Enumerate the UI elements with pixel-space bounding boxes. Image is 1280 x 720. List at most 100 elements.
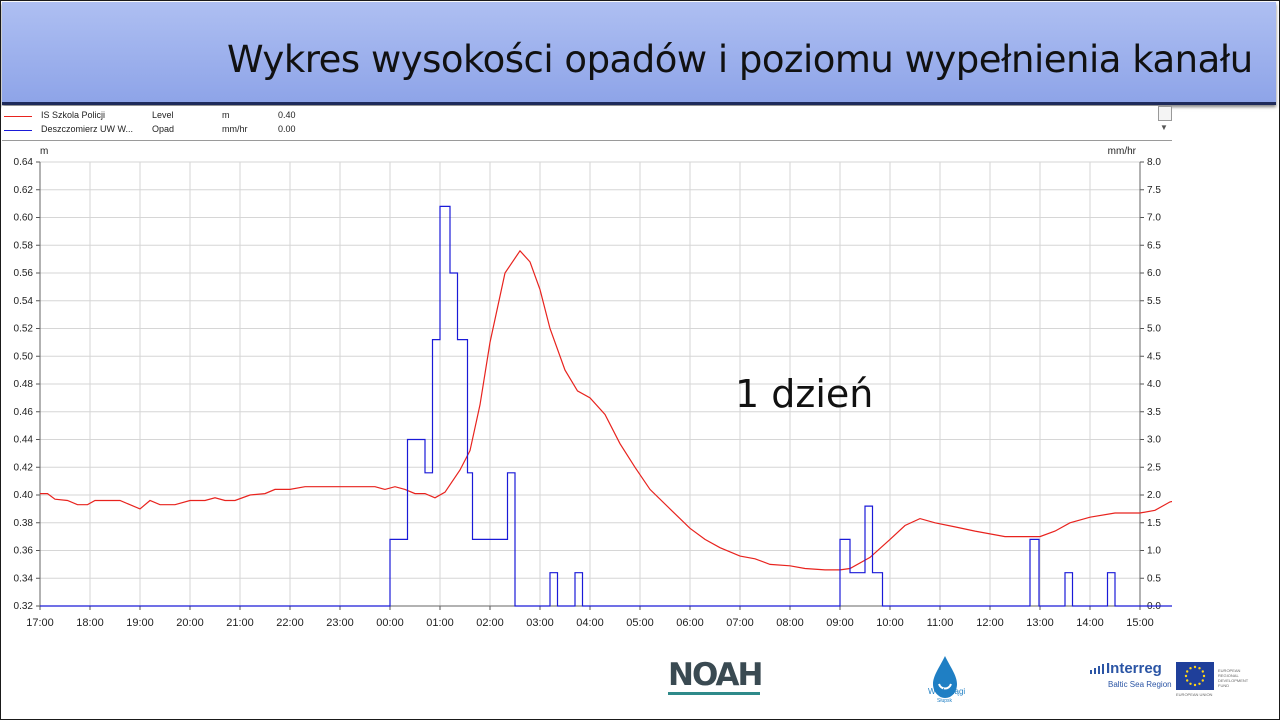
x-tick-label: 08:00 — [776, 617, 804, 629]
x-tick-label: 20:00 — [176, 617, 204, 629]
interreg-name: Interreg — [1106, 660, 1162, 677]
x-tick-label: 19:00 — [126, 617, 154, 629]
annotation-one-day: 1 dzień — [735, 372, 874, 416]
right-tick-label: 8.0 — [1147, 157, 1161, 168]
interreg-bars-icon — [1090, 664, 1104, 674]
x-tick-label: 15:00 — [1126, 617, 1154, 629]
eu-star-icon — [1193, 683, 1197, 687]
x-tick-label: 00:00 — [376, 617, 404, 629]
left-tick-label: 0.38 — [14, 518, 34, 529]
right-tick-label: 3.0 — [1147, 435, 1161, 446]
left-tick-label: 0.48 — [14, 379, 34, 390]
legend-swatch-opad — [4, 130, 32, 131]
left-tick-label: 0.60 — [14, 213, 34, 224]
right-tick-label: 2.5 — [1147, 462, 1161, 473]
title-bar: Wykres wysokości opadów i poziomu wypełn… — [2, 2, 1276, 105]
right-tick-label: 6.5 — [1147, 240, 1161, 251]
right-tick-label: 6.0 — [1147, 268, 1161, 279]
x-tick-label: 13:00 — [1026, 617, 1054, 629]
left-tick-label: 0.46 — [14, 407, 34, 418]
left-tick-label: 0.36 — [14, 546, 34, 557]
x-tick-label: 10:00 — [876, 617, 904, 629]
left-tick-label: 0.44 — [14, 435, 34, 446]
left-tick-label: 0.64 — [14, 157, 34, 168]
eu-star-icon — [1186, 679, 1189, 682]
eu-star-icon — [1184, 674, 1188, 678]
x-tick-label: 01:00 — [426, 617, 454, 629]
left-tick-label: 0.34 — [14, 573, 34, 584]
x-tick-label: 05:00 — [626, 617, 654, 629]
eu-star-icon — [1198, 682, 1201, 685]
legend-series-name: IS Szkola Policji — [41, 110, 106, 120]
wodociagi-city: Słupsk — [937, 698, 953, 704]
eu-star-icon — [1186, 670, 1189, 673]
right-tick-label: 5.5 — [1147, 296, 1161, 307]
slide-title: Wykres wysokości opadów i poziomu wypełn… — [227, 38, 1253, 81]
right-tick-label: 5.0 — [1147, 324, 1161, 335]
eu-fund-text: EUROPEAN REGIONAL DEVELOPMENT FUND — [1218, 668, 1249, 688]
eu-star-icon — [1189, 682, 1192, 685]
right-tick-label: 2.0 — [1147, 490, 1161, 501]
wodociagi-logo: Wodociągi Słupsk — [925, 654, 975, 704]
interreg-logo: Interreg Baltic Sea Region EUROPEAN REGI… — [1088, 660, 1258, 704]
noah-logo-text: NOAH — [668, 657, 763, 693]
interreg-subtitle: Baltic Sea Region — [1108, 680, 1172, 689]
legend-table: IS Szkola Policji Level m 0.40 Deszczomi… — [2, 106, 1172, 141]
chart-plot: 0.320.340.360.380.400.420.440.460.480.50… — [14, 146, 1172, 629]
eu-star-icon — [1202, 674, 1206, 678]
x-tick-label: 18:00 — [76, 617, 104, 629]
noah-logo-underline — [668, 692, 760, 695]
left-tick-label: 0.56 — [14, 268, 34, 279]
right-tick-label: 4.5 — [1147, 351, 1161, 362]
left-tick-label: 0.50 — [14, 351, 34, 362]
legend-series-name: Deszczomierz UW W... — [41, 124, 134, 134]
eu-star-icon — [1201, 670, 1204, 673]
left-tick-label: 0.40 — [14, 490, 34, 501]
left-tick-label: 0.42 — [14, 462, 34, 473]
left-tick-label: 0.54 — [14, 296, 34, 307]
right-tick-label: 3.5 — [1147, 407, 1161, 418]
legend-scroll-down-icon[interactable]: ▼ — [1160, 123, 1168, 132]
right-tick-label: 4.0 — [1147, 379, 1161, 390]
legend-value: 0.00 — [278, 124, 296, 134]
legend-param: Opad — [152, 124, 175, 134]
wodociagi-text: Wodociągi — [928, 687, 965, 696]
eu-star-icon — [1201, 679, 1204, 682]
x-tick-label: 07:00 — [726, 617, 754, 629]
x-tick-label: 23:00 — [326, 617, 354, 629]
legend-value: 0.40 — [278, 110, 296, 120]
left-axis-unit: m — [40, 146, 48, 157]
x-tick-label: 14:00 — [1076, 617, 1104, 629]
x-tick-label: 22:00 — [276, 617, 304, 629]
eu-star-icon — [1193, 665, 1197, 669]
legend-unit: mm/hr — [222, 124, 248, 134]
right-axis-unit: mm/hr — [1108, 146, 1137, 157]
right-tick-label: 1.0 — [1147, 546, 1161, 557]
left-tick-label: 0.62 — [14, 185, 34, 196]
x-tick-label: 02:00 — [476, 617, 504, 629]
noah-logo: NOAH — [668, 657, 763, 695]
eu-union-text: EUROPEAN UNION — [1176, 692, 1213, 697]
series-line-level — [40, 249, 1172, 571]
right-tick-label: 0.5 — [1147, 573, 1161, 584]
left-tick-label: 0.52 — [14, 324, 34, 335]
eu-star-icon — [1198, 667, 1201, 670]
right-tick-label: 7.5 — [1147, 185, 1161, 196]
water-drop-icon: Wodociągi Słupsk — [928, 656, 965, 704]
right-tick-label: 1.5 — [1147, 518, 1161, 529]
x-tick-label: 11:00 — [927, 617, 954, 629]
eu-star-icon — [1189, 667, 1192, 670]
eu-flag-icon — [1176, 662, 1214, 690]
legend-swatch-level — [4, 116, 32, 117]
x-tick-label: 04:00 — [576, 617, 604, 629]
chart-panel: IS Szkola Policji Level m 0.40 Deszczomi… — [2, 106, 1172, 632]
x-tick-label: 21:00 — [226, 617, 254, 629]
legend-unit: m — [222, 110, 230, 120]
legend-scroll-box[interactable] — [1158, 106, 1172, 121]
left-tick-label: 0.32 — [14, 601, 34, 612]
x-tick-label: 12:00 — [976, 617, 1004, 629]
eu-stars-icon — [1184, 665, 1206, 687]
x-tick-label: 03:00 — [526, 617, 554, 629]
right-tick-label: 7.0 — [1147, 213, 1161, 224]
series-line-opad — [40, 205, 1172, 607]
